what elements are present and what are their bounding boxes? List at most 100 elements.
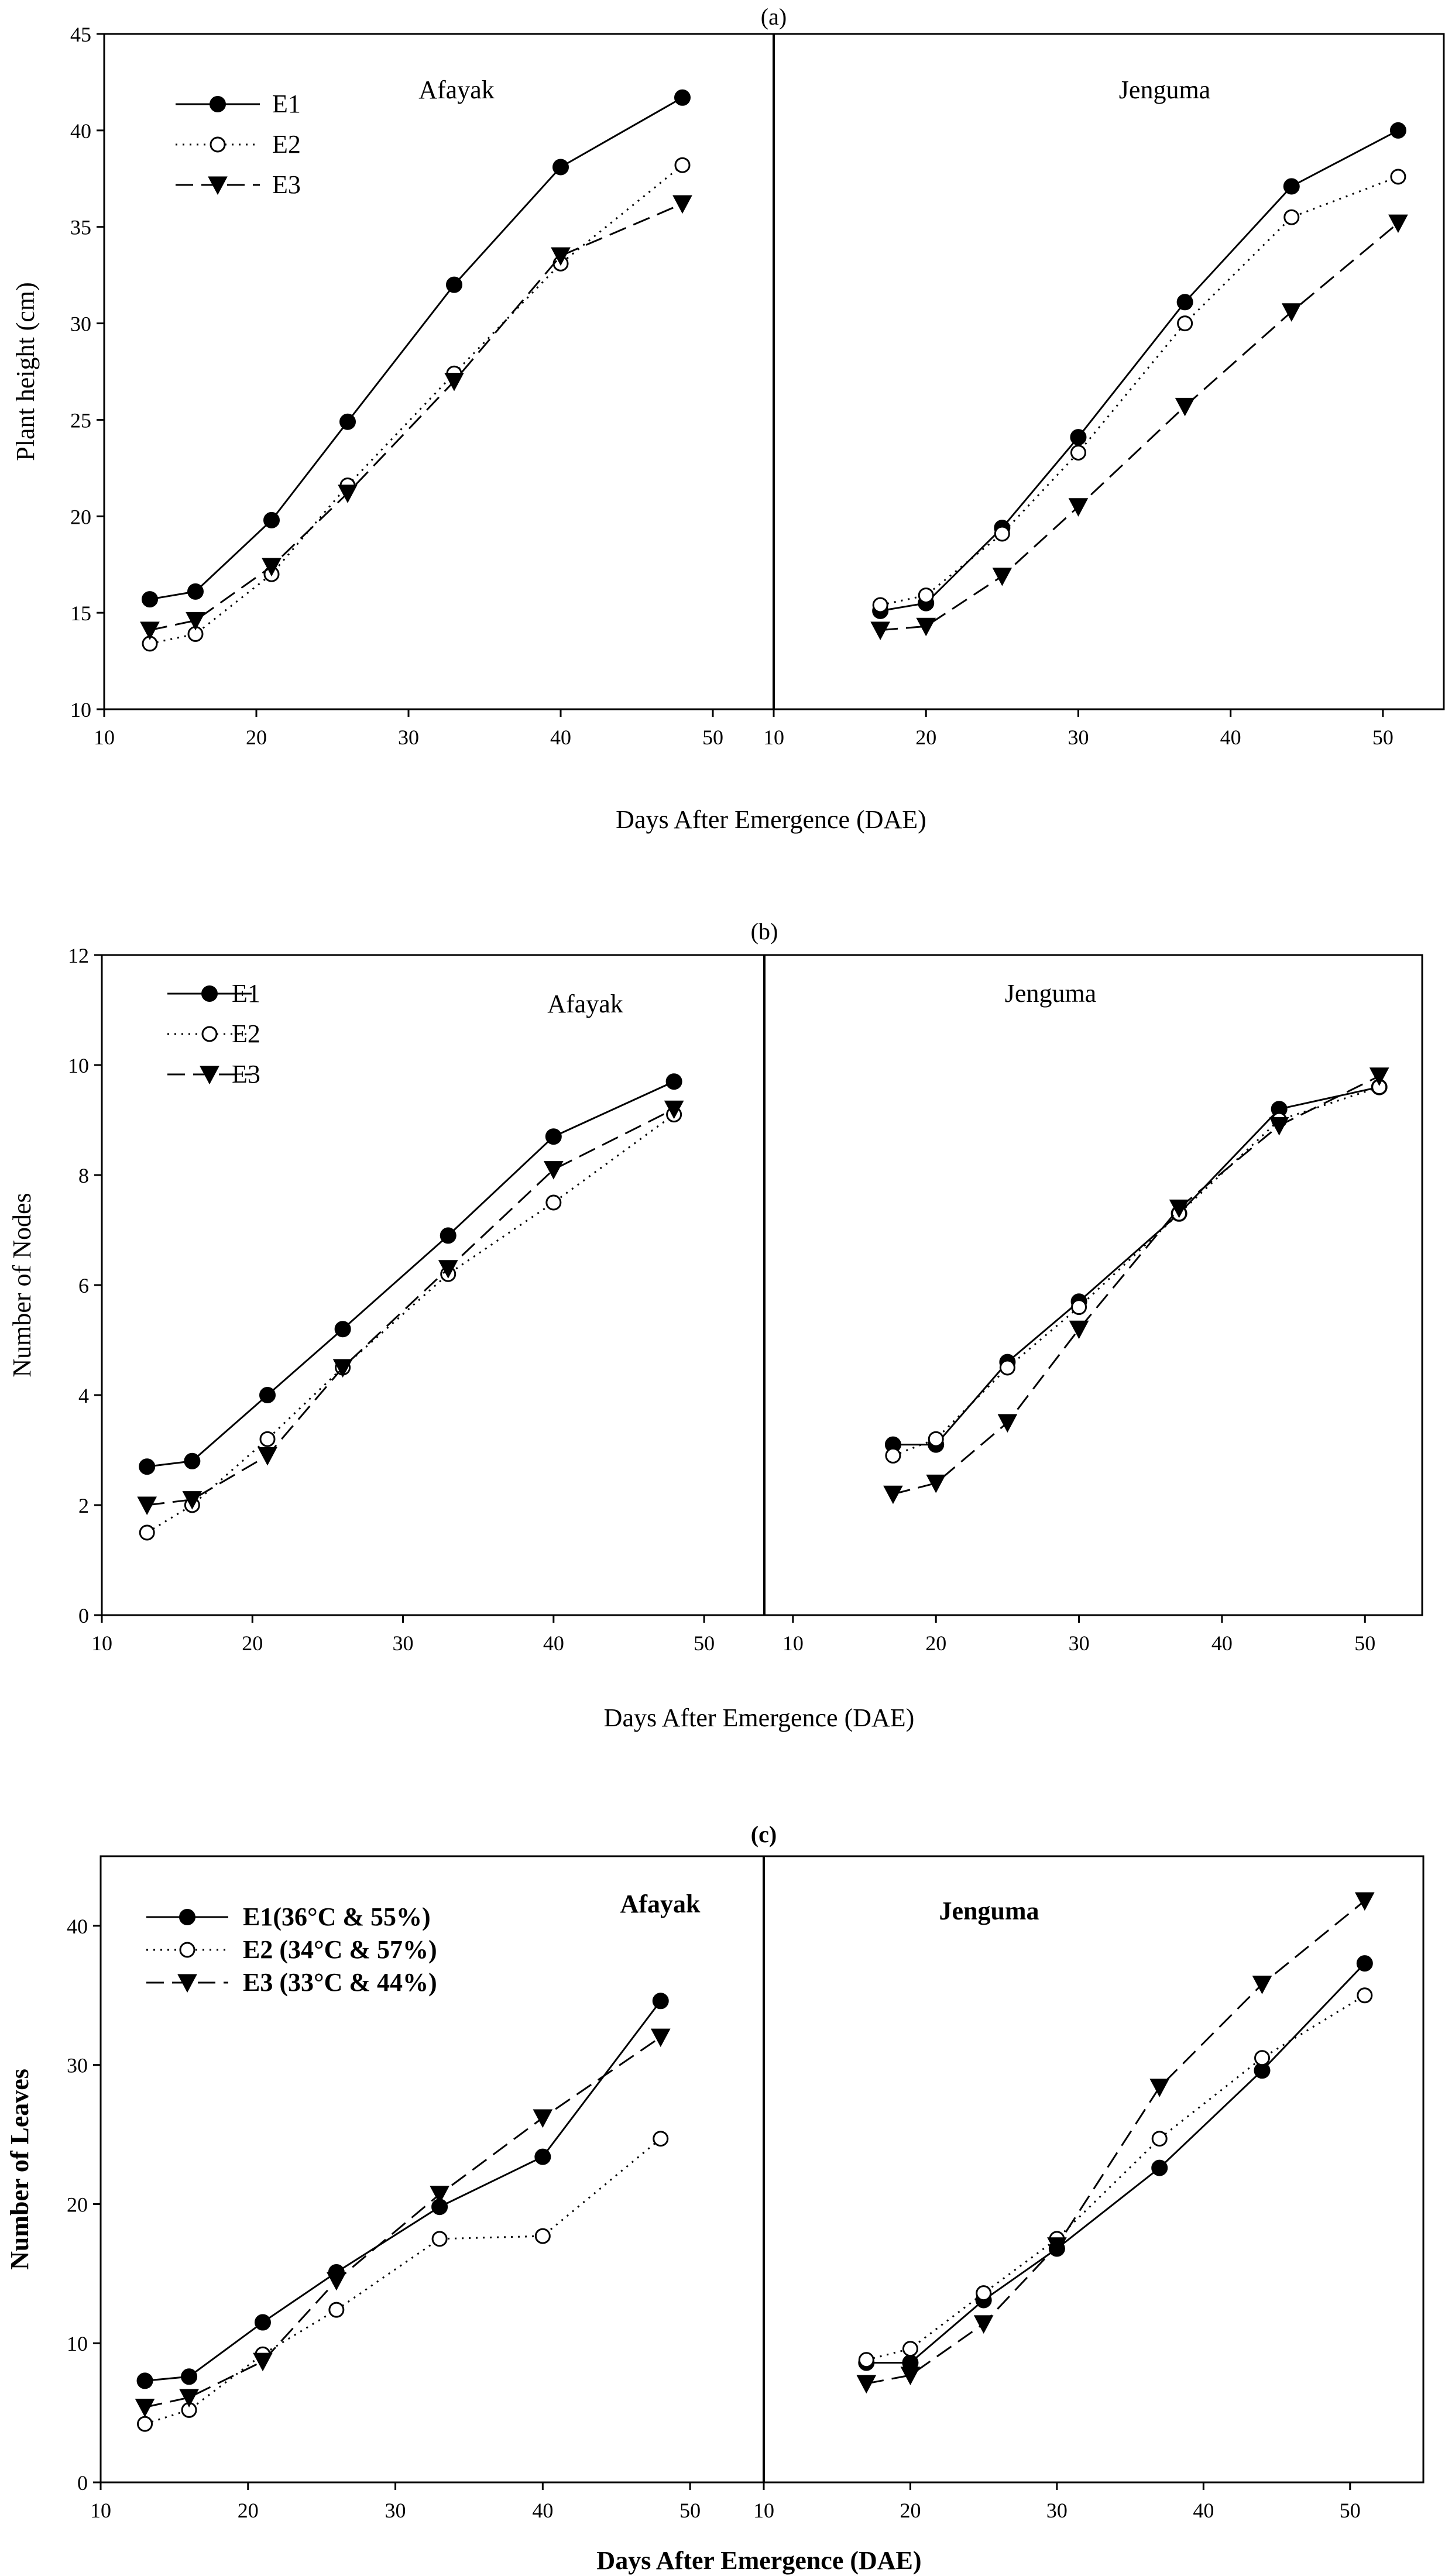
data-point-e2 — [1071, 1299, 1087, 1316]
data-point-e1 — [139, 1458, 156, 1475]
data-point-e2 — [999, 1359, 1015, 1376]
data-point-e1 — [1389, 122, 1406, 139]
data-point-e2 — [653, 2131, 669, 2147]
data-point-e3 — [1369, 1067, 1389, 1086]
data-point-e2 — [431, 2231, 448, 2247]
data-point-e3 — [1068, 498, 1089, 517]
data-point-e3 — [135, 2399, 155, 2417]
x-tick-label: 50 — [679, 2499, 701, 2522]
chart-a: (a) 10 15 20 25 30 35 40 45 Plant height (cm) Days… — [11, 4, 1445, 834]
data-point-e3 — [650, 2028, 671, 2048]
data-point-e3 — [137, 1496, 157, 1516]
chart-title: (b) — [751, 918, 778, 944]
data-point-e3 — [186, 612, 205, 631]
series-line-e3 — [149, 202, 683, 631]
legend-marker-e1 — [210, 96, 226, 112]
x-tick-label: 40 — [543, 1632, 564, 1655]
data-point-e3 — [664, 1100, 684, 1119]
series-line-e1 — [880, 129, 1399, 612]
y-tick-label: 20 — [67, 2193, 88, 2216]
data-point-e1 — [184, 1452, 201, 1469]
y-tick-label: 10 — [68, 1054, 89, 1077]
series-line-e2 — [866, 1994, 1365, 2361]
data-point-e1 — [254, 2314, 271, 2331]
chart-title: (a) — [761, 4, 787, 30]
data-point-e3 — [332, 1359, 353, 1378]
data-point-e1 — [440, 1227, 457, 1244]
x-tick-label: 20 — [900, 2499, 921, 2522]
legend-label-e3: E3 (33°C & 44%) — [243, 1968, 437, 1997]
panel-name: Jenguma — [939, 1897, 1039, 1925]
data-point-e1 — [263, 511, 280, 528]
series-line-e2 — [893, 1086, 1380, 1457]
data-point-e3 — [1354, 1892, 1375, 1911]
data-point-e1 — [665, 1073, 682, 1090]
series-e1 — [858, 1955, 1373, 2371]
legend-label-e2: E2 (34°C & 57%) — [243, 1935, 437, 1964]
series-line-e1 — [149, 97, 683, 600]
y-tick-label: 0 — [78, 1604, 89, 1627]
legend-label-e1: E1 — [232, 979, 260, 1008]
data-point-e1 — [652, 1993, 669, 2010]
legend-label-e1: E1(36°C & 55%) — [243, 1902, 431, 1931]
data-point-e1 — [1151, 2159, 1168, 2176]
y-tick-label: 30 — [70, 312, 91, 336]
panel-jenguma: 10 20 30 40 50 Jenguma — [782, 979, 1389, 1655]
data-point-e3 — [327, 2272, 346, 2291]
y-tick-label: 8 — [78, 1164, 89, 1187]
y-tick-label: 10 — [67, 2332, 88, 2355]
x-tick-label: 40 — [1193, 2499, 1214, 2522]
x-axis-label: Days After Emergence (DAE) — [596, 2546, 921, 2575]
data-point-e3 — [1169, 1199, 1189, 1218]
data-point-e3 — [997, 1414, 1018, 1433]
data-point-e1 — [136, 2372, 153, 2389]
data-point-e3 — [258, 1447, 277, 1466]
data-point-e3 — [1175, 397, 1195, 417]
x-tick-label: 30 — [393, 1632, 414, 1655]
legend: E1(36°C & 55%) E2 (34°C & 57%) E3 (33°C & … — [146, 1902, 437, 1997]
x-tick-label: 10 — [763, 726, 784, 749]
series-e1 — [872, 122, 1406, 619]
y-axis-label: Number of Leaves — [5, 2069, 34, 2270]
data-point-e2 — [858, 2352, 874, 2368]
panel-name: Jenguma — [1005, 979, 1096, 1008]
data-point-e2 — [902, 2341, 918, 2357]
data-point-e3 — [900, 2367, 921, 2385]
series-e2 — [858, 1987, 1373, 2368]
data-point-e2 — [259, 1431, 276, 1447]
panel-name: Afayak — [547, 990, 623, 1018]
data-point-e1 — [259, 1387, 276, 1403]
data-point-e3 — [992, 567, 1012, 586]
legend-marker-e3 — [200, 1066, 219, 1085]
data-point-e1 — [339, 413, 356, 430]
y-tick-label: 20 — [70, 505, 91, 528]
y-tick-label: 15 — [70, 602, 91, 625]
data-point-e1 — [1283, 178, 1300, 195]
data-point-e2 — [545, 1194, 562, 1211]
data-point-e3 — [551, 247, 571, 266]
legend-label-e3: E3 — [272, 170, 301, 199]
x-axis-label: Days After Emergence (DAE) — [616, 805, 926, 834]
panel-afayak: 10 20 30 40 50 Afayak — [94, 75, 723, 749]
series-line-e1 — [145, 2000, 661, 2382]
data-point-e3 — [182, 1491, 202, 1510]
x-tick-label: 20 — [925, 1632, 946, 1655]
series-e3 — [140, 195, 692, 640]
x-tick-label: 10 — [753, 2499, 774, 2522]
y-tick-label: 40 — [70, 119, 91, 143]
x-tick-label: 20 — [242, 1632, 263, 1655]
series-line-e2 — [880, 176, 1399, 606]
x-tick-label: 50 — [1354, 1632, 1375, 1655]
data-point-e1 — [552, 159, 569, 176]
data-point-e2 — [928, 1431, 944, 1447]
series-e3 — [137, 1100, 684, 1516]
y-axis-label: Plant height (cm) — [11, 282, 40, 461]
data-point-e2 — [1254, 2050, 1271, 2066]
x-tick-label: 10 — [94, 726, 115, 749]
x-tick-label: 50 — [1372, 726, 1393, 749]
series-e2 — [139, 1107, 682, 1541]
x-tick-label: 30 — [398, 726, 419, 749]
data-point-e1 — [334, 1321, 351, 1338]
data-point-e2 — [1357, 1987, 1373, 2004]
